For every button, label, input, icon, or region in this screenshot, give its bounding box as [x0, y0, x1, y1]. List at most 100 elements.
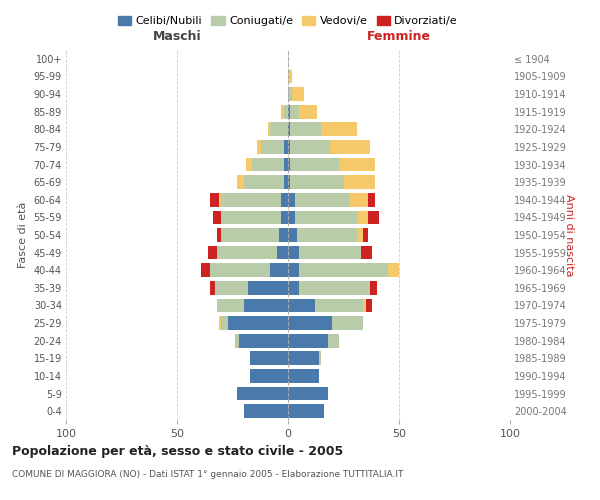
- Bar: [290, 140, 330, 154]
- Bar: [299, 281, 370, 294]
- Bar: [288, 210, 295, 224]
- Bar: [284, 140, 288, 154]
- Bar: [221, 316, 228, 330]
- Bar: [257, 140, 262, 154]
- Bar: [284, 105, 288, 118]
- Bar: [281, 193, 288, 206]
- Bar: [290, 158, 339, 172]
- Bar: [215, 281, 248, 294]
- Bar: [219, 193, 221, 206]
- Bar: [244, 404, 288, 418]
- Bar: [202, 264, 211, 277]
- Bar: [332, 316, 364, 330]
- Bar: [339, 158, 374, 172]
- Bar: [288, 176, 290, 189]
- Bar: [270, 122, 288, 136]
- Y-axis label: Anni di nascita: Anni di nascita: [564, 194, 574, 276]
- Bar: [361, 246, 373, 260]
- Bar: [357, 210, 368, 224]
- Bar: [288, 228, 297, 242]
- Bar: [357, 228, 364, 242]
- Bar: [388, 264, 399, 277]
- Bar: [288, 140, 290, 154]
- Bar: [364, 298, 366, 312]
- Bar: [288, 298, 314, 312]
- Bar: [295, 193, 350, 206]
- Bar: [288, 158, 290, 172]
- Bar: [330, 140, 370, 154]
- Bar: [299, 264, 388, 277]
- Bar: [322, 122, 357, 136]
- Bar: [288, 404, 323, 418]
- Bar: [288, 281, 299, 294]
- Y-axis label: Fasce di età: Fasce di età: [18, 202, 28, 268]
- Bar: [284, 176, 288, 189]
- Bar: [319, 352, 322, 365]
- Bar: [228, 316, 288, 330]
- Bar: [262, 140, 284, 154]
- Bar: [368, 193, 374, 206]
- Bar: [208, 246, 217, 260]
- Bar: [250, 369, 288, 383]
- Bar: [288, 352, 319, 365]
- Bar: [237, 176, 244, 189]
- Bar: [295, 210, 357, 224]
- Bar: [288, 334, 328, 347]
- Bar: [288, 70, 292, 84]
- Bar: [211, 264, 270, 277]
- Bar: [290, 176, 343, 189]
- Bar: [279, 228, 288, 242]
- Bar: [217, 298, 244, 312]
- Bar: [370, 281, 377, 294]
- Bar: [221, 228, 279, 242]
- Bar: [221, 210, 281, 224]
- Bar: [290, 105, 299, 118]
- Bar: [350, 193, 368, 206]
- Bar: [248, 281, 288, 294]
- Bar: [221, 193, 281, 206]
- Bar: [244, 298, 288, 312]
- Bar: [246, 158, 253, 172]
- Bar: [299, 105, 317, 118]
- Text: Popolazione per età, sesso e stato civile - 2005: Popolazione per età, sesso e stato civil…: [12, 445, 343, 458]
- Bar: [281, 210, 288, 224]
- Bar: [314, 298, 364, 312]
- Bar: [277, 246, 288, 260]
- Bar: [288, 193, 295, 206]
- Bar: [343, 176, 374, 189]
- Bar: [284, 158, 288, 172]
- Bar: [212, 210, 221, 224]
- Bar: [211, 281, 215, 294]
- Bar: [288, 264, 299, 277]
- Bar: [288, 105, 290, 118]
- Bar: [288, 369, 319, 383]
- Bar: [364, 228, 368, 242]
- Bar: [328, 334, 339, 347]
- Bar: [235, 334, 239, 347]
- Bar: [219, 316, 221, 330]
- Bar: [253, 158, 284, 172]
- Bar: [239, 334, 288, 347]
- Bar: [217, 228, 221, 242]
- Bar: [250, 352, 288, 365]
- Bar: [288, 386, 328, 400]
- Bar: [288, 246, 299, 260]
- Bar: [290, 122, 322, 136]
- Text: Femmine: Femmine: [367, 30, 431, 43]
- Bar: [270, 264, 288, 277]
- Text: COMUNE DI MAGGIORA (NO) - Dati ISTAT 1° gennaio 2005 - Elaborazione TUTTITALIA.I: COMUNE DI MAGGIORA (NO) - Dati ISTAT 1° …: [12, 470, 403, 479]
- Bar: [281, 105, 284, 118]
- Bar: [217, 246, 277, 260]
- Bar: [366, 298, 373, 312]
- Bar: [288, 122, 290, 136]
- Bar: [268, 122, 270, 136]
- Bar: [297, 228, 357, 242]
- Bar: [368, 210, 379, 224]
- Text: Maschi: Maschi: [152, 30, 202, 43]
- Bar: [299, 246, 361, 260]
- Bar: [288, 316, 332, 330]
- Bar: [244, 176, 284, 189]
- Bar: [288, 87, 292, 101]
- Legend: Celibi/Nubili, Coniugati/e, Vedovi/e, Divorziati/e: Celibi/Nubili, Coniugati/e, Vedovi/e, Di…: [113, 11, 463, 30]
- Bar: [237, 386, 288, 400]
